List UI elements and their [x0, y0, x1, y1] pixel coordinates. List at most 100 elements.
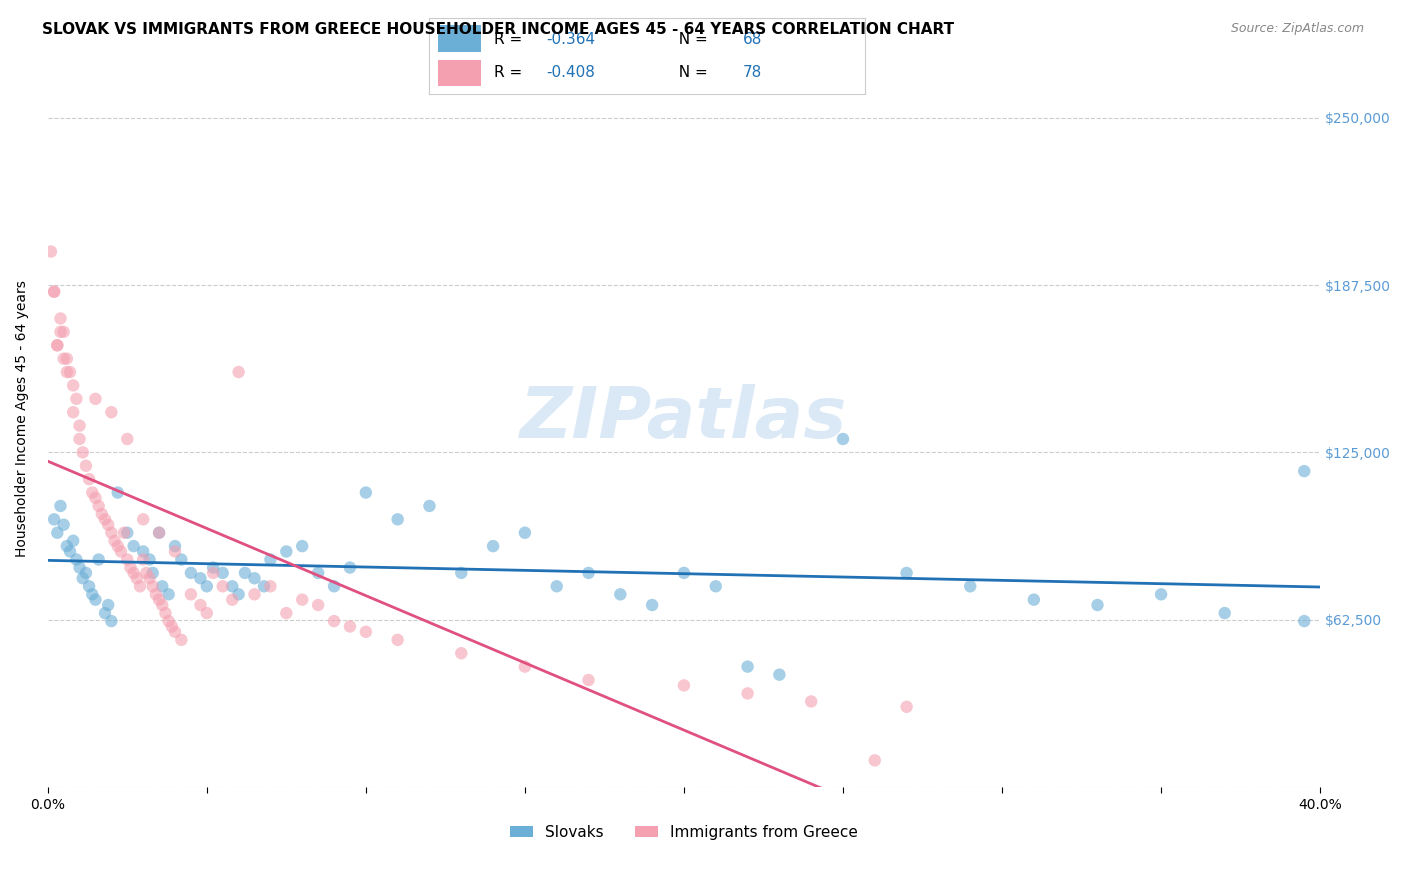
Legend: Slovaks, Immigrants from Greece: Slovaks, Immigrants from Greece — [505, 819, 863, 846]
Point — [513, 659, 536, 673]
Point — [228, 365, 250, 379]
Text: 68: 68 — [742, 31, 762, 46]
Point — [672, 566, 695, 580]
Point — [1022, 592, 1045, 607]
Point — [90, 507, 112, 521]
Point — [546, 579, 568, 593]
Point — [211, 579, 233, 593]
Point — [157, 614, 180, 628]
Point — [42, 285, 65, 299]
Point — [46, 525, 69, 540]
Point — [896, 566, 918, 580]
Point — [122, 539, 145, 553]
Point — [87, 499, 110, 513]
Point — [202, 560, 225, 574]
Point — [132, 552, 155, 566]
Point — [243, 587, 266, 601]
Point — [100, 525, 122, 540]
Point — [641, 598, 664, 612]
Point — [49, 311, 72, 326]
Point — [259, 552, 281, 566]
Point — [148, 525, 170, 540]
Point — [150, 598, 173, 612]
Point — [97, 598, 120, 612]
Point — [233, 566, 256, 580]
Point — [737, 659, 759, 673]
Point — [578, 673, 600, 687]
Point — [129, 579, 152, 593]
Point — [221, 579, 243, 593]
Point — [800, 694, 823, 708]
Point — [72, 571, 94, 585]
Point — [276, 544, 298, 558]
Point — [737, 686, 759, 700]
Point — [122, 566, 145, 580]
Point — [145, 587, 167, 601]
Point — [609, 587, 631, 601]
Point — [180, 566, 202, 580]
Point — [1150, 587, 1173, 601]
Point — [202, 566, 225, 580]
Point — [69, 432, 91, 446]
Point — [69, 418, 91, 433]
Point — [46, 338, 69, 352]
Point — [142, 566, 165, 580]
Y-axis label: Householder Income Ages 45 - 64 years: Householder Income Ages 45 - 64 years — [15, 280, 30, 558]
Point — [339, 619, 361, 633]
Point — [221, 592, 243, 607]
Point — [82, 587, 104, 601]
Point — [69, 560, 91, 574]
Point — [195, 579, 218, 593]
Point — [211, 566, 233, 580]
Point — [84, 491, 107, 505]
Point — [84, 592, 107, 607]
Point — [138, 571, 160, 585]
Text: 78: 78 — [742, 65, 762, 80]
Point — [228, 587, 250, 601]
Point — [160, 619, 183, 633]
Point — [77, 579, 100, 593]
Point — [704, 579, 727, 593]
Point — [354, 485, 377, 500]
Point — [125, 571, 148, 585]
Point — [87, 552, 110, 566]
Point — [62, 378, 84, 392]
Point — [120, 560, 142, 574]
Point — [103, 533, 125, 548]
Point — [387, 632, 409, 647]
Point — [59, 544, 82, 558]
Point — [148, 525, 170, 540]
Text: R =: R = — [495, 65, 527, 80]
Point — [94, 606, 117, 620]
Point — [195, 606, 218, 620]
Point — [52, 517, 75, 532]
Point — [110, 544, 132, 558]
Text: N =: N = — [669, 65, 713, 80]
Point — [323, 614, 346, 628]
Point — [132, 512, 155, 526]
Point — [163, 544, 186, 558]
Point — [450, 646, 472, 660]
Text: -0.364: -0.364 — [547, 31, 596, 46]
Point — [117, 432, 139, 446]
Point — [1213, 606, 1236, 620]
Point — [150, 579, 173, 593]
Point — [42, 512, 65, 526]
Point — [253, 579, 276, 593]
Point — [959, 579, 981, 593]
Point — [170, 632, 193, 647]
Point — [672, 678, 695, 692]
Point — [243, 571, 266, 585]
Point — [768, 667, 790, 681]
Point — [72, 445, 94, 459]
Point — [56, 351, 79, 366]
Point — [190, 571, 212, 585]
Text: Source: ZipAtlas.com: Source: ZipAtlas.com — [1230, 22, 1364, 36]
Point — [863, 753, 886, 767]
Point — [323, 579, 346, 593]
Point — [513, 525, 536, 540]
Point — [112, 525, 135, 540]
Point — [77, 472, 100, 486]
Point — [49, 499, 72, 513]
Point — [42, 285, 65, 299]
